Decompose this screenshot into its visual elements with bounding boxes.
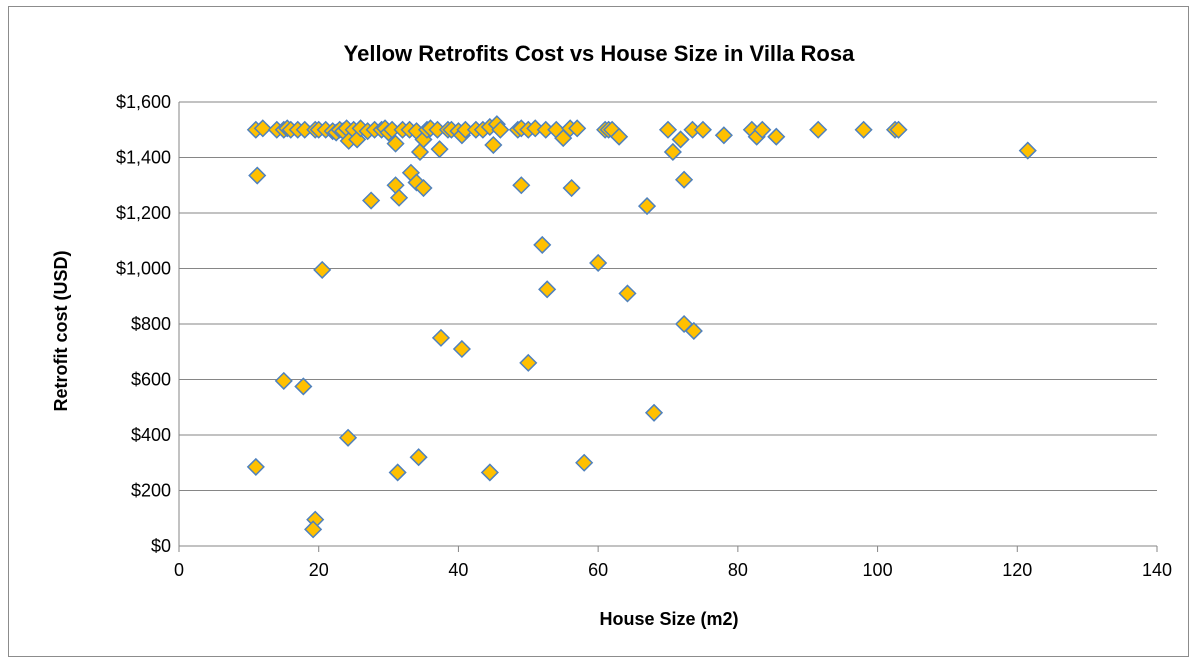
data-point — [753, 120, 772, 139]
data-point — [809, 120, 828, 139]
data-point — [658, 120, 678, 139]
data-point — [362, 191, 381, 210]
x-tick-label: 60 — [588, 560, 608, 580]
data-point — [562, 178, 581, 198]
data-point — [610, 127, 629, 146]
data-point — [338, 428, 358, 447]
data-point — [575, 453, 594, 472]
data-point — [684, 321, 703, 340]
data-point — [512, 176, 531, 195]
data-point — [675, 170, 694, 189]
y-axis-title: Retrofit cost (USD) — [51, 250, 71, 411]
data-point — [430, 140, 449, 159]
data-point — [519, 353, 538, 372]
y-tick-label: $200 — [131, 481, 171, 501]
scatter-chart: $0 $200 $400 $600 $800 $1,000 $1,200 $1,400 $1,6… — [51, 41, 1172, 629]
data-point — [431, 328, 451, 347]
data-point — [568, 119, 587, 138]
x-tick-label: 100 — [863, 560, 893, 580]
data-point — [693, 120, 712, 139]
data-point — [854, 120, 873, 139]
data-point — [767, 127, 786, 146]
data-point — [452, 339, 471, 359]
data-point — [491, 120, 510, 139]
data-point — [253, 119, 272, 138]
y-tick-label: $1,400 — [116, 148, 171, 168]
data-point — [889, 120, 908, 139]
data-point — [480, 463, 499, 482]
y-tick-label: $1,000 — [116, 259, 171, 279]
data-point — [538, 280, 557, 299]
chart-frame: $0 $200 $400 $600 $800 $1,000 $1,200 $1,400 $1,6… — [8, 6, 1189, 657]
data-point — [389, 188, 409, 207]
chart-title: Yellow Retrofits Cost vs House Size in V… — [344, 41, 855, 66]
data-point — [1018, 141, 1037, 160]
y-tick-labels: $0 $200 $400 $600 $800 $1,000 $1,200 $1,400 $1,6… — [116, 92, 171, 556]
y-tick-label: $600 — [131, 370, 171, 390]
data-point — [637, 197, 657, 216]
data-point — [714, 126, 733, 145]
x-tick-label: 0 — [174, 560, 184, 580]
data-point — [248, 166, 267, 185]
x-tick-label: 120 — [1002, 560, 1032, 580]
y-tick-label: $800 — [131, 314, 171, 334]
y-tick-label: $1,200 — [116, 203, 171, 223]
data-points — [246, 115, 1037, 539]
axes — [178, 102, 1158, 552]
y-tick-label: $0 — [151, 536, 171, 556]
data-point — [484, 135, 503, 155]
data-point — [414, 178, 433, 198]
x-tick-label: 140 — [1142, 560, 1172, 580]
data-point — [526, 119, 545, 138]
data-point — [409, 448, 428, 467]
x-tick-label: 80 — [728, 560, 748, 580]
data-point — [246, 457, 265, 476]
x-tick-labels: 0 20 40 60 80 100 120 140 — [174, 560, 1172, 580]
data-point — [589, 253, 608, 273]
x-tick-label: 40 — [448, 560, 468, 580]
data-point — [644, 403, 664, 422]
x-axis-title: House Size (m2) — [599, 609, 738, 629]
data-point — [294, 377, 313, 396]
data-point — [313, 260, 332, 279]
grid-lines — [179, 101, 1157, 491]
data-point — [388, 463, 407, 482]
data-point — [304, 520, 323, 539]
data-point — [348, 130, 367, 149]
y-tick-label: $400 — [131, 425, 171, 445]
data-point — [533, 235, 552, 254]
y-tick-label: $1,600 — [116, 92, 171, 112]
x-tick-label: 20 — [309, 560, 329, 580]
data-point — [663, 142, 682, 162]
data-point — [618, 284, 637, 303]
data-point — [386, 134, 405, 153]
data-point — [274, 371, 293, 390]
data-point — [671, 130, 690, 149]
